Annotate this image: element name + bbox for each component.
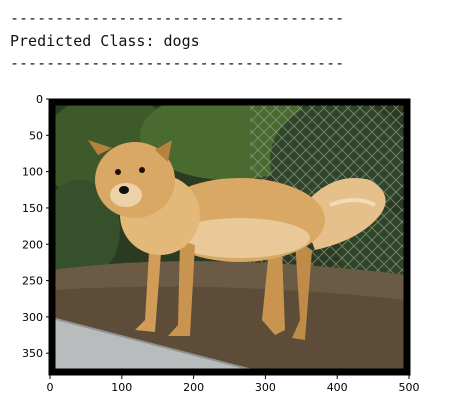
x-tick-label: 400 [327, 381, 348, 394]
y-tick-label: 250 [22, 275, 43, 288]
image-frame [48, 98, 411, 376]
prediction-output: Predicted Class: dogs [10, 32, 200, 50]
y-tick-label: 300 [22, 311, 43, 324]
axes-frame [49, 98, 410, 376]
x-tick-label: 500 [399, 381, 420, 394]
dog [88, 140, 386, 340]
y-tick-label: 150 [22, 202, 43, 215]
dog-photo [52, 102, 407, 372]
y-tick-label: 100 [22, 166, 43, 179]
y-tick-label: 200 [22, 238, 43, 251]
prediction-value: dogs [163, 32, 200, 50]
x-tick-label: 200 [183, 381, 204, 394]
console-separator-bottom: ------------------------------------- [10, 54, 345, 72]
x-tick-label: 300 [255, 381, 276, 394]
y-tick-label: 350 [22, 347, 43, 360]
y-tick-label: 0 [36, 93, 43, 106]
prediction-label: Predicted Class: [10, 32, 155, 50]
console-separator-top: ------------------------------------- [10, 9, 345, 27]
x-axis: 0 100 200 300 400 500 [47, 375, 420, 394]
x-tick-label: 0 [47, 381, 54, 394]
y-axis: 0 50 100 150 200 250 300 350 [22, 93, 50, 360]
x-tick-label: 100 [111, 381, 132, 394]
y-tick-label: 50 [29, 129, 43, 142]
